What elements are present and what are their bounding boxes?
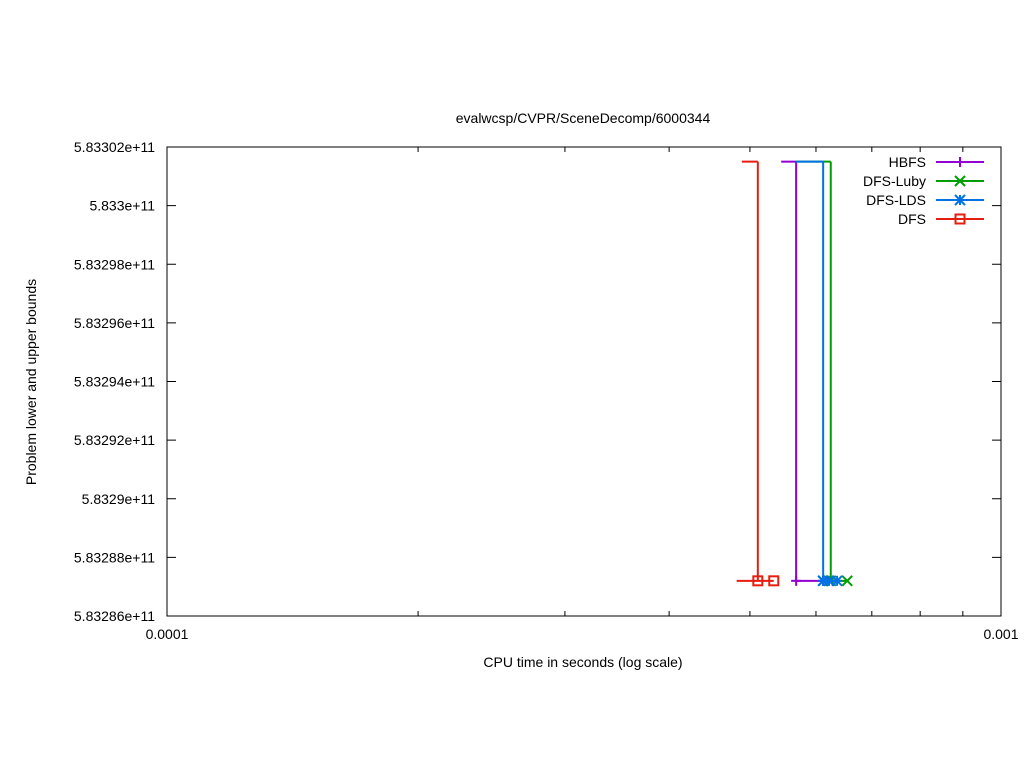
legend-entry-hbfs: HBFS xyxy=(889,154,984,170)
y-tick-label: 5.83292e+11 xyxy=(74,432,155,448)
marker-plus xyxy=(791,575,802,586)
marker-square xyxy=(954,213,966,225)
x-tick-label: 0.001 xyxy=(983,626,1018,642)
series-dfs-luby xyxy=(796,160,853,587)
legend-label: DFS xyxy=(898,211,926,227)
marker-cross xyxy=(954,175,966,187)
axis-ticks: 5.83286e+11 5.83288e+11 5.8329e+11 5.83292e… xyxy=(74,139,1019,642)
x-axis-label: CPU time in seconds (log scale) xyxy=(483,654,682,670)
series-dfs xyxy=(736,160,780,587)
y-tick-label: 5.83302e+11 xyxy=(74,139,155,155)
y-tick-label: 5.83288e+11 xyxy=(74,549,155,565)
legend-entry-dfs-lds: DFS-LDS xyxy=(866,192,984,208)
y-tick-label: 5.83286e+11 xyxy=(74,608,155,624)
legend: HBFS DFS-Luby DFS-LDS DFS xyxy=(863,154,984,227)
y-tick-label: 5.8329e+11 xyxy=(82,491,156,507)
marker-star xyxy=(831,575,843,587)
legend-label: DFS-Luby xyxy=(863,173,926,189)
chart-title: evalwcsp/CVPR/SceneDecomp/6000344 xyxy=(456,110,711,126)
plot-frame xyxy=(166,146,1002,617)
y-axis-label: Problem lower and upper bounds xyxy=(23,279,39,485)
series-layer xyxy=(736,160,853,587)
legend-entry-dfs: DFS xyxy=(898,211,984,227)
y-tick-label: 5.83296e+11 xyxy=(74,315,155,331)
marker-plus xyxy=(955,157,965,167)
x-tick-label: 0.0001 xyxy=(146,626,189,642)
y-tick-label: 5.83298e+11 xyxy=(74,256,155,272)
y-tick-label: 5.83294e+11 xyxy=(74,374,155,390)
marker-square xyxy=(768,575,780,587)
marker-cross xyxy=(841,575,853,587)
series-dfs-lds xyxy=(796,160,843,587)
legend-label: HBFS xyxy=(889,154,926,170)
marker-square xyxy=(752,575,764,587)
marker-star xyxy=(954,194,966,206)
y-tick-label: 5.833e+11 xyxy=(89,198,155,214)
series-hbfs xyxy=(781,160,829,586)
legend-entry-dfs-luby: DFS-Luby xyxy=(863,173,984,189)
legend-label: DFS-LDS xyxy=(866,192,926,208)
